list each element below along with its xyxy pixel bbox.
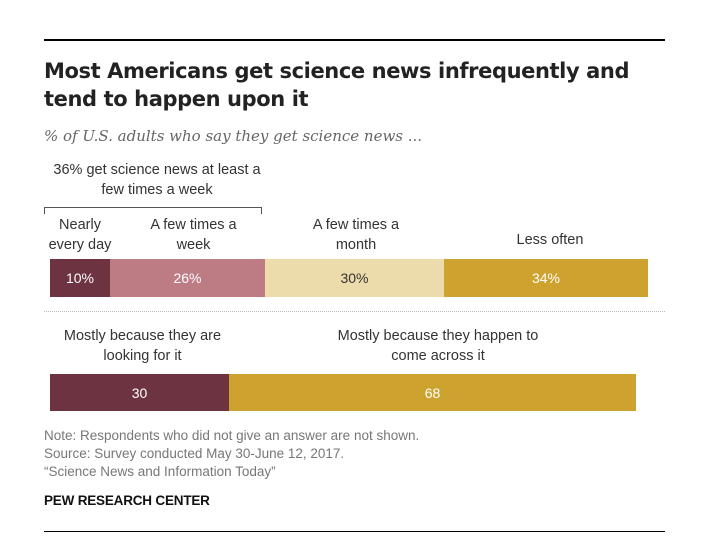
nearly-every-day-bar: 10% — [50, 259, 110, 297]
source-text: Source: Survey conducted May 30-June 12,… — [44, 446, 345, 461]
source-bar-chart: 30 68 — [50, 374, 636, 411]
note-text: Note: Respondents who did not give an an… — [44, 428, 420, 443]
few-times-month-value-label: 30% — [340, 270, 369, 286]
less-often-bar: 34% — [444, 259, 648, 297]
pew-logo: PEW RESEARCH CENTER — [44, 493, 210, 508]
few-times-week-bar: 26% — [110, 259, 265, 297]
few-times-week-value-label: 26% — [173, 270, 202, 286]
come-across-it-value-label: 68 — [424, 384, 441, 401]
chart-separator — [44, 311, 665, 312]
category-label-come-across: Mostly because they happen to come acros… — [337, 328, 539, 364]
chart-subtitle: % of U.S. adults who say they get scienc… — [44, 127, 423, 145]
category-label-nearly-every-day: Nearly every day — [48, 217, 112, 253]
bracket-line — [44, 207, 262, 214]
frequency-bar-chart: 10% 26% 30% 34% — [50, 259, 648, 297]
few-times-month-bar: 30% — [265, 259, 444, 297]
looking-for-it-value-label: 30 — [131, 384, 148, 401]
top-rule — [44, 39, 665, 41]
come-across-it-bar: 68 — [229, 374, 636, 411]
bracket-label: 36% get science news at least a few time… — [53, 162, 261, 198]
report-title-text: “Science News and Information Today” — [44, 464, 276, 479]
category-label-less-often: Less often — [516, 232, 584, 248]
bottom-rule — [44, 531, 665, 532]
chart-title: Most Americans get science news infreque… — [44, 59, 630, 111]
category-label-few-times-month: A few times a month — [312, 217, 400, 253]
looking-for-it-bar: 30 — [50, 374, 229, 411]
less-often-value-label: 34% — [531, 270, 561, 286]
category-label-few-times-week: A few times a week — [150, 217, 237, 253]
nearly-every-day-value-label: 10% — [65, 270, 95, 286]
category-label-looking: Mostly because they are looking for it — [63, 328, 222, 364]
